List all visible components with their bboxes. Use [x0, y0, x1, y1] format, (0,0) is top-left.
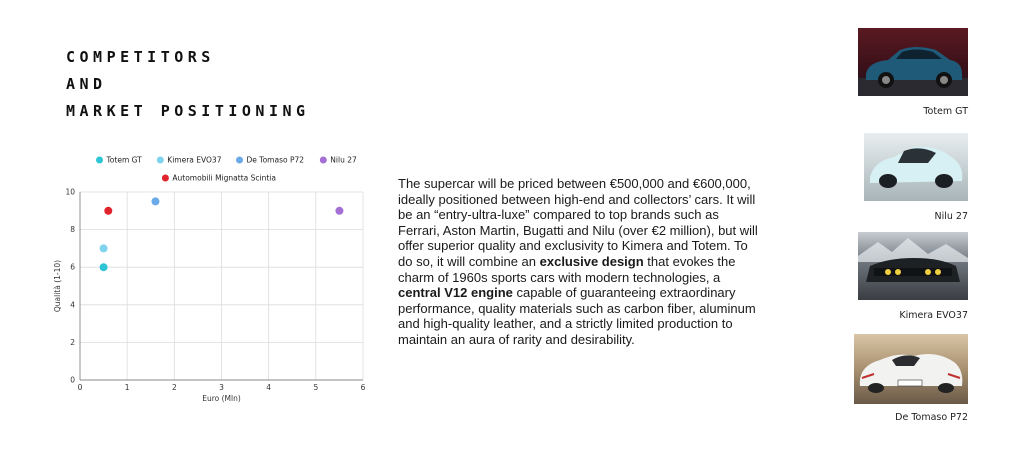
legend-label: Totem GT	[106, 156, 143, 165]
x-tick-label: 5	[313, 383, 318, 392]
y-tick-label: 6	[70, 263, 75, 272]
legend-marker	[161, 174, 169, 182]
x-tick-label: 3	[219, 383, 224, 392]
page-title: COMPETITORS AND MARKET POSITIONING	[66, 44, 310, 125]
data-point	[104, 206, 113, 215]
positioning-scatter-chart: 0 1 2 3 4 5 6 0 2 4 6 8 10 Euro (Mln) Qualità (1-10) To…	[53, 156, 366, 403]
x-tick-label: 4	[266, 383, 271, 392]
description-bold-2: central V12 engine	[398, 285, 513, 301]
car-image-de-tomaso-p72	[854, 334, 968, 404]
data-point	[151, 197, 160, 206]
title-line-1: COMPETITORS	[66, 48, 215, 66]
car-image-nilu-27	[864, 133, 968, 201]
y-tick-label: 10	[65, 188, 75, 197]
y-tick-label: 2	[70, 338, 75, 347]
data-point	[99, 244, 108, 253]
data-point	[335, 206, 344, 215]
description-text-1: The supercar will be priced between €500…	[398, 176, 758, 269]
legend-label: Kimera EVO37	[167, 156, 221, 165]
legend-marker	[96, 156, 103, 164]
x-tick-label: 0	[78, 383, 83, 392]
car-image-kimera-evo37	[858, 232, 968, 300]
title-line-2: AND	[66, 75, 107, 93]
legend-marker	[319, 156, 327, 164]
description-text-3: capable of guaranteeing extraordinary pe…	[398, 285, 756, 347]
x-tick-label: 2	[172, 383, 177, 392]
legend-label: De Tomaso P72	[247, 156, 305, 165]
description-bold-1: exclusive design	[539, 253, 644, 269]
legend-marker	[156, 156, 164, 164]
y-tick-label: 4	[70, 300, 75, 309]
car-caption-nilu-27: Nilu 27	[934, 211, 968, 222]
legend-marker	[236, 156, 243, 164]
title-line-3: MARKET POSITIONING	[66, 102, 310, 120]
description-paragraph: The supercar will be priced between €500…	[398, 176, 758, 348]
legend-label: Automobili Mignatta Scintia	[172, 174, 276, 183]
description-text-2: that evokes the charm of 1960s sports ca…	[398, 253, 736, 285]
car-caption-de-tomaso-p72: De Tomaso P72	[895, 412, 968, 423]
car-caption-kimera-evo37: Kimera EVO37	[899, 310, 968, 321]
car-image-totem-gt	[858, 28, 968, 96]
y-tick-label: 8	[70, 225, 75, 234]
y-axis-title: Qualità (1-10)	[53, 260, 62, 312]
x-tick-label: 1	[125, 383, 130, 392]
x-tick-label: 6	[361, 383, 366, 392]
legend-label: Nilu 27	[330, 156, 357, 165]
data-point	[99, 263, 108, 272]
car-caption-totem-gt: Totem GT	[923, 106, 968, 117]
y-tick-label: 0	[70, 376, 75, 385]
x-axis-title: Euro (Mln)	[202, 394, 241, 403]
